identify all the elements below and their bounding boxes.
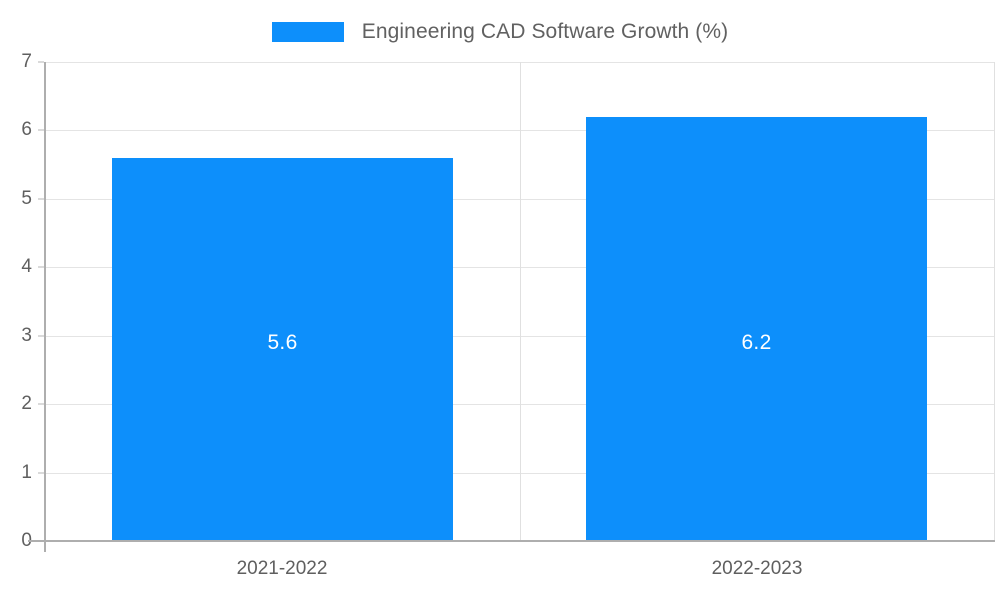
gridline-h-5 [44,198,995,200]
gridline-h-7 [44,62,995,63]
y-axis: 0 1 2 3 4 5 6 7 [0,0,44,600]
y-tick-mark-3 [38,335,44,337]
gridline-v-category-separator [520,62,521,541]
x-tick-label-2022-2023: 2022-2023 [711,558,803,579]
y-tick-mark-7 [38,61,44,63]
y-tick-mark-1 [38,472,44,474]
gridline-h-6 [44,130,995,132]
bar-2022-2023[interactable]: 6.2 [586,116,927,541]
y-tick-mark-6 [38,129,44,131]
legend-label: Engineering CAD Software Growth (%) [361,20,729,43]
gridline-h-1 [44,472,995,474]
chart-legend: Engineering CAD Software Growth (%) [0,14,1000,50]
y-tick-label-3: 3 [21,324,32,346]
y-tick-mark-4 [38,266,44,268]
x-tick-label-2021-2022: 2021-2022 [236,558,328,579]
bar-value-label-2022-2023: 6.2 [741,330,772,354]
gridline-h-2 [44,404,995,406]
y-tick-mark-5 [38,198,44,200]
plot-area: 5.6 6.2 [44,62,995,541]
bar-2021-2022[interactable]: 5.6 [112,157,453,541]
gridline-h-4 [44,267,995,269]
x-axis-spine [28,540,995,542]
legend-swatch-icon [271,22,344,42]
bar-value-label-2021-2022: 5.6 [267,330,298,354]
plot-right-border [994,62,995,541]
y-tick-mark-2 [38,403,44,405]
y-tick-label-4: 4 [21,256,32,278]
y-tick-label-1: 1 [21,461,32,483]
y-tick-label-0: 0 [21,530,32,551]
y-tick-label-2: 2 [21,393,32,415]
y-tick-label-6: 6 [21,119,32,141]
legend-item-series-0[interactable]: Engineering CAD Software Growth (%) [271,20,729,44]
y-tick-label-5: 5 [21,187,32,209]
gridline-h-3 [44,335,995,337]
y-axis-spine [44,62,46,552]
y-tick-label-7: 7 [21,51,32,72]
